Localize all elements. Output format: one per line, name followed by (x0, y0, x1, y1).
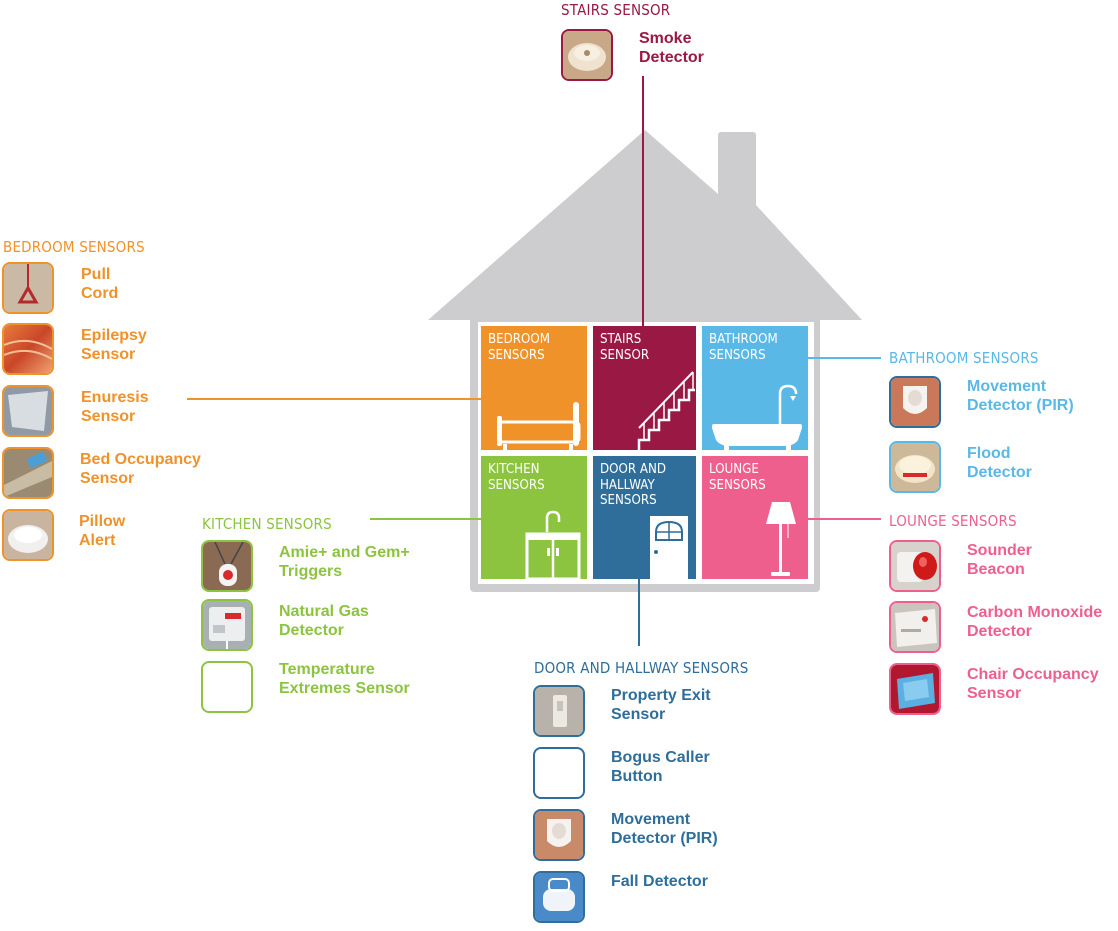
sensor-label: Movement Detector (PIR) (611, 811, 718, 847)
group-title-lounge: LOUNGE SENSORS (889, 512, 1017, 530)
sensor-item-pull-cord[interactable]: Pull Cord (2, 262, 182, 318)
sensor-label: Enuresis Sensor (81, 389, 149, 425)
bed-icon (497, 402, 581, 450)
sensor-label: Temperature Extremes Sensor (279, 661, 410, 697)
room-door-hallway[interactable]: DOOR AND HALLWAY SENSORS (593, 456, 696, 579)
connector-bathroom (808, 357, 881, 359)
bogus-caller-button-icon (533, 747, 585, 799)
enuresis-sensor-icon (2, 385, 54, 437)
smoke-detector-icon (561, 29, 613, 81)
sensor-item-co-detector[interactable]: Carbon Monoxide Detector (889, 601, 1118, 657)
sensor-label: Flood Detector (967, 445, 1032, 481)
chair-occupancy-sensor-icon (889, 663, 941, 715)
connector-kitchen (370, 518, 483, 520)
sensor-item-sounder-beacon[interactable]: Sounder Beacon (889, 540, 1109, 596)
room-bathroom[interactable]: BATHROOM SENSORS (702, 326, 808, 450)
staircase-icon (637, 371, 695, 450)
pendant-trigger-icon (201, 540, 253, 592)
sensor-item-bed-occupancy-sensor[interactable]: Bed Occupancy Sensor (2, 447, 222, 503)
connector-lounge (808, 518, 881, 520)
sensor-item-bogus-caller-button[interactable]: Bogus Caller Button (533, 747, 753, 803)
room-lounge[interactable]: LOUNGE SENSORS (702, 456, 808, 579)
group-title-door: DOOR AND HALLWAY SENSORS (534, 659, 749, 677)
sensor-item-temperature-sensor[interactable]: Temperature Extremes Sensor (201, 661, 431, 717)
room-label-stairs: STAIRS SENSOR (600, 331, 650, 363)
sensor-label: Bogus Caller Button (611, 749, 710, 785)
temperature-sensor-icon (201, 661, 253, 713)
room-label-bedroom: BEDROOM SENSORS (488, 331, 551, 363)
front-door-icon (650, 516, 688, 579)
flood-detector-icon (889, 441, 941, 493)
room-label-door: DOOR AND HALLWAY SENSORS (600, 461, 667, 508)
sensor-label: Sounder Beacon (967, 542, 1032, 578)
sensor-label: Amie+ and Gem+ Triggers (279, 544, 410, 580)
sensor-label: Bed Occupancy Sensor (80, 451, 201, 487)
group-title-kitchen: KITCHEN SENSORS (202, 515, 332, 533)
property-exit-sensor-icon (533, 685, 585, 737)
kitchen-sink-icon (525, 510, 581, 579)
sensor-item-enuresis-sensor[interactable]: Enuresis Sensor (2, 385, 182, 441)
sensor-item-bathroom-pir-detector[interactable]: Movement Detector (PIR) (889, 376, 1109, 432)
sensor-item-property-exit-sensor[interactable]: Property Exit Sensor (533, 685, 753, 741)
sensor-item-fall-detector[interactable]: Fall Detector (533, 871, 753, 927)
sensor-label: Pillow Alert (79, 513, 126, 549)
pull-cord-icon (2, 262, 54, 314)
group-title-bathroom: BATHROOM SENSORS (889, 349, 1039, 367)
sounder-beacon-icon (889, 540, 941, 592)
sensor-item-door-pir-detector[interactable]: Movement Detector (PIR) (533, 809, 753, 865)
sensor-item-pillow-alert[interactable]: Pillow Alert (2, 509, 182, 565)
group-title-stairs: STAIRS SENSOR (561, 1, 671, 19)
sensor-label: Smoke Detector (639, 30, 704, 66)
pir-detector-icon (889, 376, 941, 428)
room-bedroom[interactable]: BEDROOM SENSORS (481, 326, 587, 450)
sensor-label: Epilepsy Sensor (81, 327, 147, 363)
sensor-label: Movement Detector (PIR) (967, 378, 1074, 414)
connector-bedroom (187, 398, 483, 400)
sensor-item-smoke-detector[interactable]: Smoke Detector (561, 29, 761, 85)
sensor-item-flood-detector[interactable]: Flood Detector (889, 441, 1109, 497)
bed-occupancy-sensor-icon (2, 447, 54, 499)
sensor-item-chair-occupancy-sensor[interactable]: Chair Occupancy Sensor (889, 663, 1118, 719)
connector-stairs (642, 76, 644, 328)
fall-detector-icon (533, 871, 585, 923)
group-title-bedroom: BEDROOM SENSORS (3, 238, 145, 256)
pir-detector-icon (533, 809, 585, 861)
room-stairs[interactable]: STAIRS SENSOR (593, 326, 696, 450)
sensor-item-pendant-trigger[interactable]: Amie+ and Gem+ Triggers (201, 540, 431, 596)
room-label-lounge: LOUNGE SENSORS (709, 461, 766, 493)
sensor-item-epilepsy-sensor[interactable]: Epilepsy Sensor (2, 323, 182, 379)
gas-detector-icon (201, 599, 253, 651)
sensor-label: Pull Cord (81, 266, 119, 302)
pillow-alert-icon (2, 509, 54, 561)
room-kitchen[interactable]: KITCHEN SENSORS (481, 456, 587, 579)
sensor-label: Property Exit Sensor (611, 687, 711, 723)
room-label-bathroom: BATHROOM SENSORS (709, 331, 778, 363)
sensor-label: Chair Occupancy Sensor (967, 666, 1099, 702)
floor-lamp-icon (766, 502, 796, 576)
sensor-label: Natural Gas Detector (279, 603, 369, 639)
sensor-label: Carbon Monoxide Detector (967, 604, 1103, 640)
sensor-item-gas-detector[interactable]: Natural Gas Detector (201, 599, 431, 655)
co-detector-icon (889, 601, 941, 653)
room-label-kitchen: KITCHEN SENSORS (488, 461, 545, 493)
sensor-label: Fall Detector (611, 873, 708, 890)
connector-door (638, 579, 640, 646)
epilepsy-sensor-icon (2, 323, 54, 375)
bathtub-icon (712, 384, 802, 450)
